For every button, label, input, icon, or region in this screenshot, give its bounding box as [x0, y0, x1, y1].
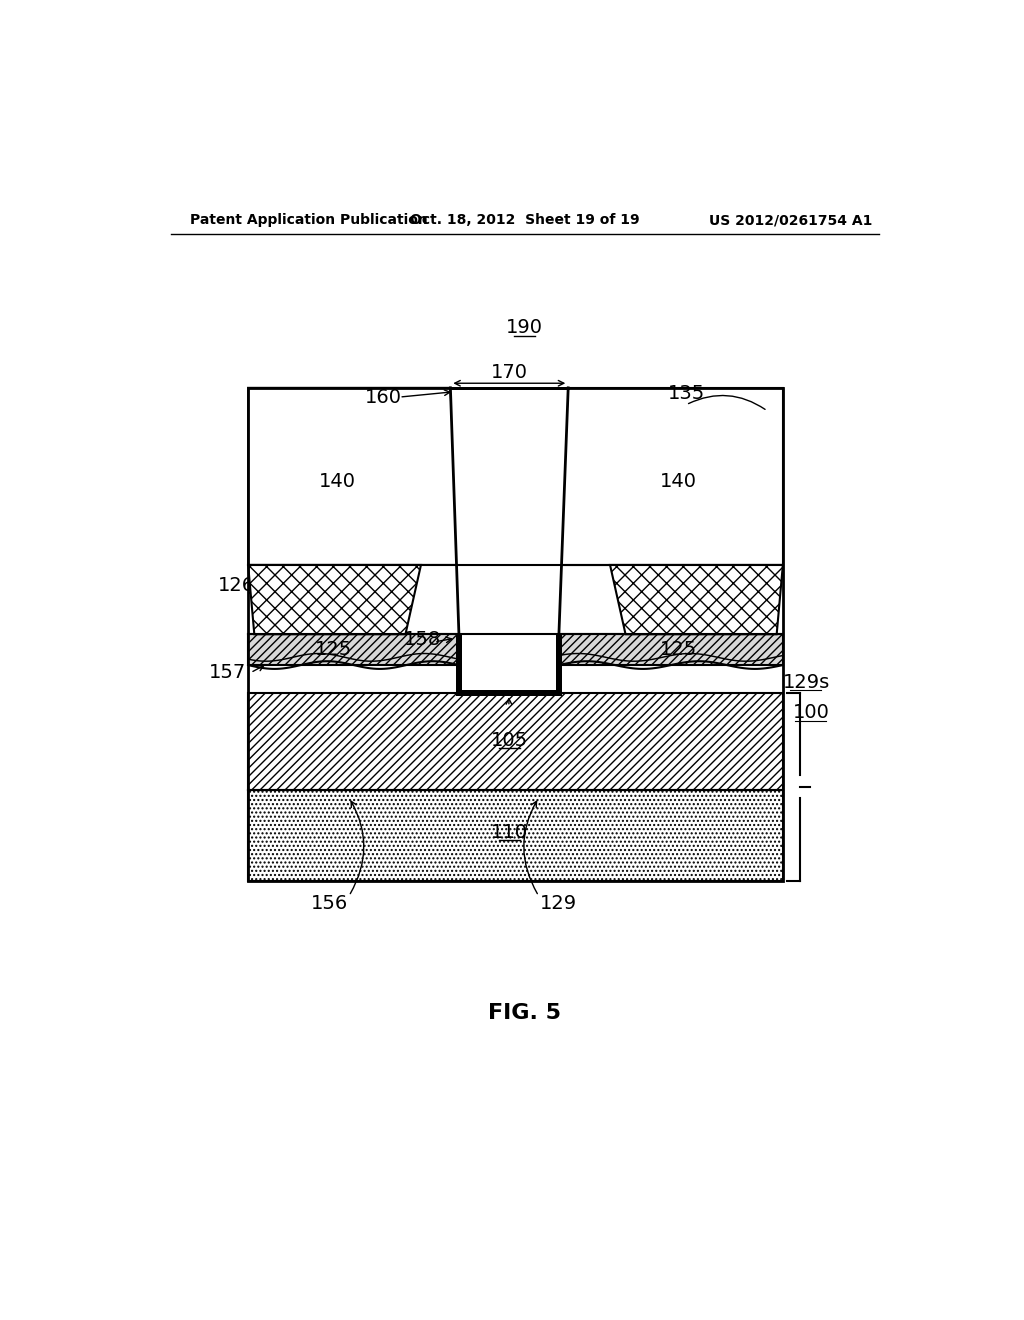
Text: Oct. 18, 2012  Sheet 19 of 19: Oct. 18, 2012 Sheet 19 of 19 — [410, 213, 640, 227]
Bar — [556, 635, 562, 693]
Polygon shape — [248, 565, 421, 635]
Text: 158: 158 — [403, 630, 441, 649]
Text: 112': 112' — [479, 672, 521, 692]
Text: 129: 129 — [540, 894, 577, 913]
Bar — [248, 388, 783, 880]
Text: 140: 140 — [318, 473, 355, 491]
Bar — [456, 689, 562, 696]
Text: 156: 156 — [311, 894, 348, 913]
Text: 170: 170 — [490, 363, 527, 381]
Text: 157: 157 — [209, 663, 246, 682]
Polygon shape — [248, 635, 459, 665]
Polygon shape — [559, 388, 783, 565]
Polygon shape — [610, 565, 783, 635]
Text: 140: 140 — [659, 473, 696, 491]
Bar — [456, 635, 462, 693]
Text: 129s: 129s — [782, 672, 829, 692]
Text: 125: 125 — [314, 640, 352, 659]
Text: 125: 125 — [659, 640, 697, 659]
Text: 165: 165 — [490, 511, 528, 529]
Text: US 2012/0261754 A1: US 2012/0261754 A1 — [709, 213, 872, 227]
Text: 160: 160 — [366, 388, 402, 407]
Polygon shape — [451, 388, 568, 693]
Text: 100: 100 — [794, 704, 830, 722]
Text: 126: 126 — [218, 577, 255, 595]
Text: FIG. 5: FIG. 5 — [488, 1003, 561, 1023]
Text: Patent Application Publication: Patent Application Publication — [190, 213, 428, 227]
Text: 120: 120 — [302, 583, 339, 603]
Bar — [248, 789, 783, 880]
Polygon shape — [559, 635, 783, 665]
Polygon shape — [451, 388, 568, 665]
Text: 105: 105 — [490, 731, 527, 750]
Text: 120: 120 — [680, 583, 717, 603]
Text: 135: 135 — [668, 384, 705, 403]
Text: 190: 190 — [506, 318, 544, 338]
Polygon shape — [248, 388, 459, 565]
Text: 155: 155 — [490, 649, 528, 668]
Text: 110: 110 — [490, 822, 527, 842]
Bar — [248, 693, 783, 789]
